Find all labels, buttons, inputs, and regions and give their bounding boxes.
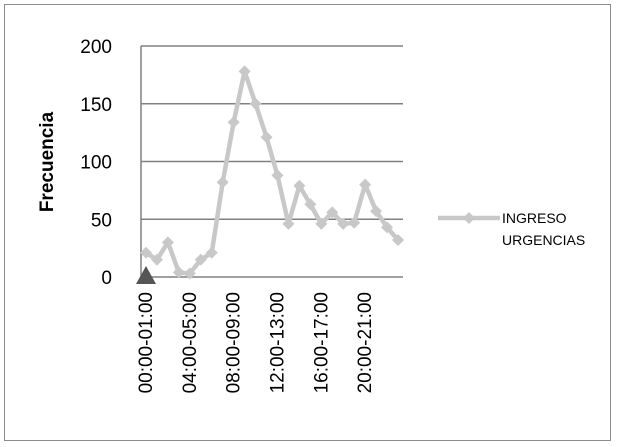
series-layer: [136, 65, 404, 284]
x-tick-label-4: 04:00-05:00: [180, 292, 201, 393]
legend-marker: [463, 212, 475, 224]
x-tick-labels: 00:00-01:00 04:00-05:00 08:00-09:00 12:00-1…: [136, 292, 376, 393]
annotation-triangle: [136, 266, 156, 284]
data-point-1: [150, 253, 163, 266]
data-point-8: [227, 116, 240, 129]
data-point-12: [271, 169, 284, 182]
data-point-16: [315, 217, 328, 230]
data-point-21: [370, 205, 383, 218]
data-point-15: [304, 198, 317, 211]
x-tick-label-20: 20:00-21:00: [355, 292, 376, 393]
y-tick-label-50: 50: [91, 210, 112, 231]
data-point-19: [348, 216, 361, 229]
legend-label-line2: URGENCIAS: [502, 232, 585, 248]
data-point-7: [216, 176, 229, 189]
data-point-11: [260, 131, 273, 144]
data-point-2: [161, 236, 174, 249]
y-tick-label-0: 0: [101, 268, 112, 289]
x-tick-label-8: 08:00-09:00: [224, 292, 245, 393]
data-point-10: [249, 97, 262, 110]
y-tick-label-150: 150: [80, 95, 112, 116]
data-point-3: [172, 266, 185, 279]
x-tick-label-16: 16:00-17:00: [311, 292, 332, 393]
data-point-13: [282, 217, 295, 230]
data-point-18: [337, 217, 350, 230]
series-line: [143, 69, 401, 276]
y-tick-label-100: 100: [80, 153, 112, 174]
y-tick-labels: 0 50 100 150 200: [80, 37, 112, 289]
data-point-14: [293, 179, 306, 192]
data-point-17: [326, 206, 339, 219]
data-point-9: [238, 65, 251, 78]
y-tick-label-200: 200: [80, 37, 112, 58]
axes: [140, 46, 403, 278]
y-axis-label: Frecuencia: [37, 111, 58, 212]
data-point-20: [359, 178, 372, 191]
data-point-6: [205, 246, 218, 259]
data-point-4: [183, 267, 196, 280]
x-tick-label-0: 00:00-01:00: [136, 292, 157, 393]
x-tick-label-12: 12:00-13:00: [267, 292, 288, 393]
chart-frame: [4, 4, 611, 441]
data-point-0: [140, 246, 152, 259]
data-point-5: [194, 253, 207, 266]
legend: INGRESO URGENCIAS: [438, 210, 585, 248]
legend-label-line1: INGRESO: [502, 210, 567, 226]
data-point-23: [392, 234, 404, 247]
data-point-22: [381, 221, 394, 234]
